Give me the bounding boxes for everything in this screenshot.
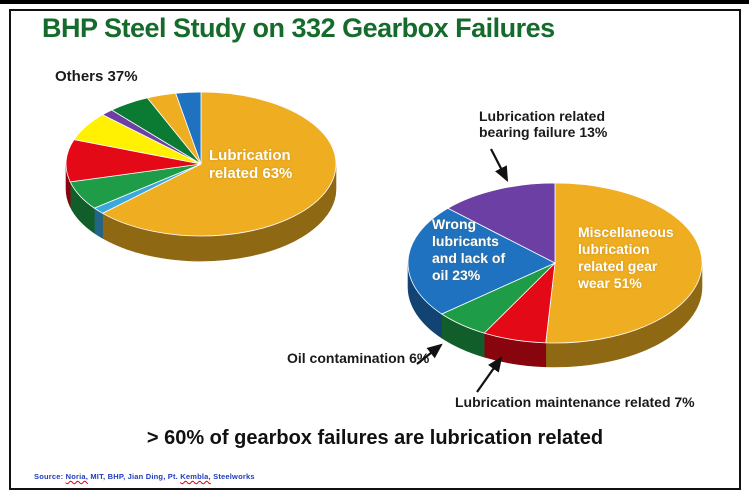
left-pie-main-slice-label: Lubrication related 63%	[209, 147, 293, 182]
misc-gear-wear-label: Miscellaneous lubrication related gear w…	[578, 224, 674, 291]
bearing-failure-label: Lubrication related bearing failure 13%	[479, 108, 608, 140]
maintenance-related-label: Lubrication maintenance related 7%	[455, 394, 695, 410]
source-suffix: Steelworks	[210, 472, 255, 481]
top-border-strip	[0, 0, 749, 4]
right-pie-chart	[407, 182, 703, 368]
source-prefix: Source:	[34, 472, 66, 481]
source-word-noria: Noria,	[65, 472, 89, 481]
oil-contamination-label: Oil contamination 6%	[287, 350, 430, 366]
conclusion-headline: > 60% of gearbox failures are lubricatio…	[146, 427, 604, 449]
slide-title: BHP Steel Study on 332 Gearbox Failures	[42, 13, 555, 43]
source-word-kembla: Kembla,	[180, 472, 211, 481]
source-mid: MIT, BHP, Jian Ding, Pt.	[88, 472, 181, 481]
wrong-lubricants-label: Wrong lubricants and lack of oil 23%	[432, 216, 506, 283]
slide-frame: BHP Steel Study on 332 Gearbox Failures …	[9, 9, 741, 490]
left-pie-chart	[65, 91, 337, 262]
source-citation: Source: Noria, MIT, BHP, Jian Ding, Pt. …	[34, 472, 255, 481]
left-pie-others-label: Others 37%	[55, 68, 138, 85]
